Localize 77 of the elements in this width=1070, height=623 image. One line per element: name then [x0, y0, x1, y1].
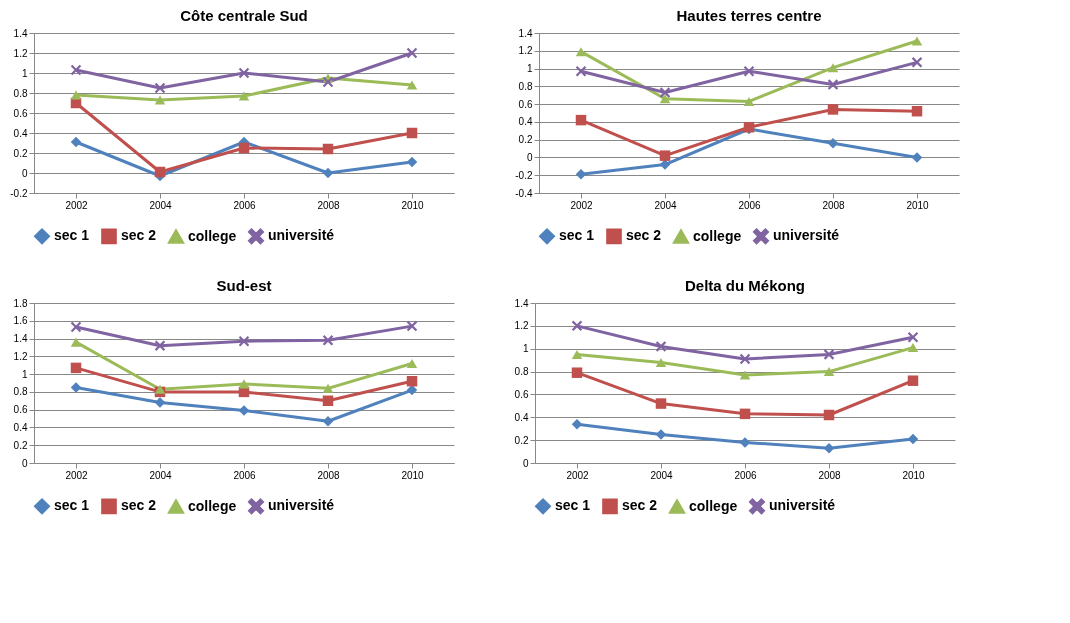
x-tick-label: 2004 — [654, 199, 678, 211]
x-tick-label: 2006 — [738, 199, 762, 211]
legend-label: sec 2 — [626, 227, 662, 244]
x-tick-label: 2004 — [149, 469, 173, 481]
y-tick-label: 0.6 — [13, 404, 28, 416]
legend-label: college — [693, 227, 742, 244]
chart-title: Sud-est — [216, 277, 272, 294]
y-tick-label: 0.8 — [13, 87, 28, 99]
legend-label: sec 1 — [555, 497, 591, 514]
x-tick-label: 2010 — [401, 469, 425, 481]
y-tick-label: 0.2 — [518, 134, 533, 146]
y-tick-label: 0 — [526, 151, 533, 163]
y-tick-label: 1 — [21, 368, 28, 380]
y-tick-label: 1.4 — [13, 333, 28, 345]
y-tick-label: 1 — [522, 343, 529, 355]
y-tick-label: 1.8 — [13, 297, 28, 309]
x-tick-label: 2008 — [317, 199, 341, 211]
x-tick-label: 2006 — [233, 199, 257, 211]
x-tick-label: 2002 — [65, 469, 89, 481]
y-tick-label: 0.8 — [514, 366, 529, 378]
legend-label: college — [689, 497, 738, 514]
y-tick-label: 0.4 — [13, 127, 28, 139]
y-tick-label: 1.2 — [514, 320, 529, 332]
y-tick-label: 0.6 — [13, 107, 28, 119]
x-tick-label: 2002 — [566, 469, 590, 481]
x-tick-label: 2008 — [822, 199, 846, 211]
y-tick-label: 0.8 — [13, 386, 28, 398]
x-tick-label: 2002 — [570, 199, 594, 211]
chart-title: Côte centrale Sud — [180, 7, 308, 24]
y-tick-label: 1.6 — [13, 315, 28, 327]
x-tick-label: 2006 — [734, 469, 758, 481]
y-tick-label: 0.6 — [514, 388, 529, 400]
legend-label: sec 2 — [622, 497, 658, 514]
y-tick-label: 0.4 — [518, 116, 533, 128]
y-tick-label: 0 — [21, 167, 28, 179]
legend-label: sec 1 — [54, 497, 90, 514]
y-tick-label: 0.2 — [514, 434, 529, 446]
chart-title: Hautes terres centre — [676, 7, 822, 24]
y-tick-label: 1.2 — [13, 350, 28, 362]
chart-title: Delta du Mékong — [684, 277, 806, 294]
y-tick-label: 0.2 — [13, 439, 28, 451]
x-tick-label: 2006 — [233, 469, 257, 481]
y-tick-label: 0.6 — [518, 98, 533, 110]
y-tick-label: 1.2 — [518, 45, 533, 57]
x-tick-label: 2004 — [650, 469, 674, 481]
y-tick-label: 1.4 — [13, 27, 28, 39]
legend-label: sec 1 — [54, 227, 90, 244]
y-tick-label: -0.2 — [10, 187, 28, 199]
x-tick-label: 2010 — [401, 199, 425, 211]
legend-label: université — [769, 497, 836, 514]
legend-label: université — [268, 497, 335, 514]
x-tick-label: 2002 — [65, 199, 89, 211]
y-tick-label: 1 — [21, 67, 28, 79]
x-tick-label: 2010 — [906, 199, 930, 211]
legend-label: college — [188, 227, 237, 244]
y-tick-label: 0.4 — [514, 411, 529, 423]
y-tick-label: -0.4 — [515, 187, 533, 199]
y-tick-label: 1.2 — [13, 47, 28, 59]
y-tick-label: 0.2 — [13, 147, 28, 159]
legend-label: sec 2 — [121, 227, 157, 244]
y-tick-label: 1.4 — [518, 27, 533, 39]
y-tick-label: 0 — [21, 457, 28, 469]
legend-label: sec 1 — [559, 227, 595, 244]
y-tick-label: 0.4 — [13, 421, 28, 433]
y-tick-label: 1 — [526, 63, 533, 75]
x-tick-label: 2008 — [818, 469, 842, 481]
legend-label: université — [773, 227, 840, 244]
y-tick-label: 0.8 — [518, 80, 533, 92]
y-tick-label: 1.4 — [514, 297, 529, 309]
x-tick-label: 2010 — [902, 469, 926, 481]
legend-label: sec 2 — [121, 497, 157, 514]
y-tick-label: -0.2 — [515, 169, 533, 181]
x-tick-label: 2008 — [317, 469, 341, 481]
legend-label: université — [268, 227, 335, 244]
x-tick-label: 2004 — [149, 199, 173, 211]
legend-label: college — [188, 497, 237, 514]
y-tick-label: 0 — [522, 457, 529, 469]
